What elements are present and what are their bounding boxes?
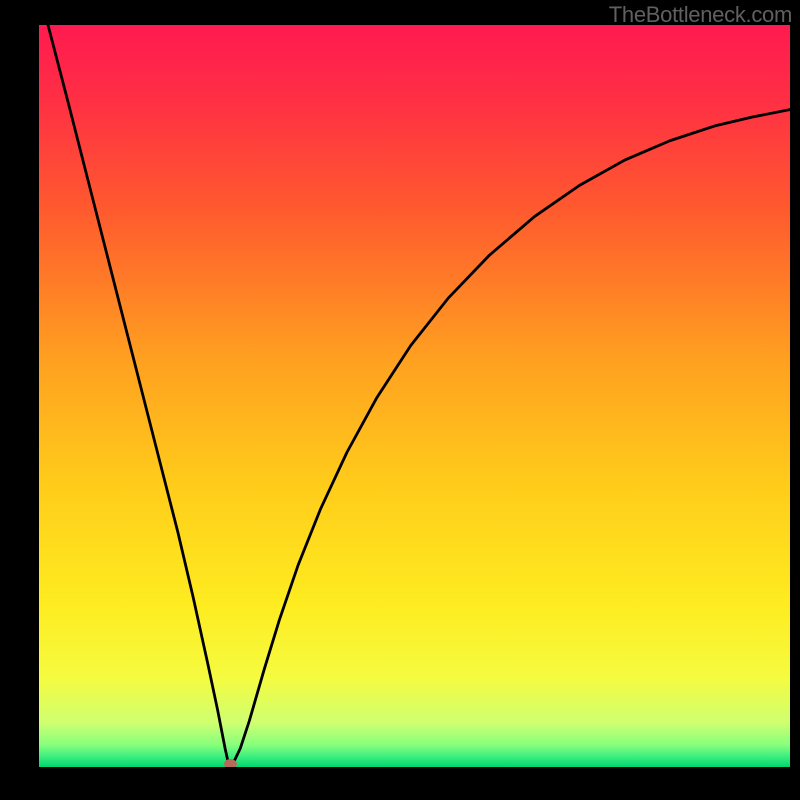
bottleneck-chart xyxy=(39,25,790,767)
gradient-background xyxy=(39,25,790,767)
chart-svg xyxy=(39,25,790,767)
watermark-text: TheBottleneck.com xyxy=(609,2,792,28)
